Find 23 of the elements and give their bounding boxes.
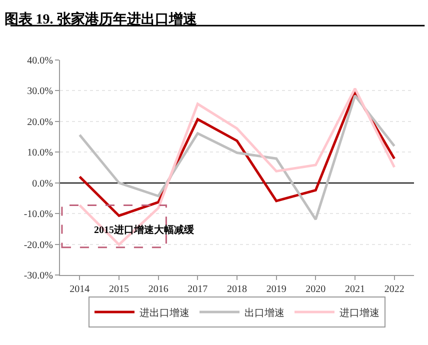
x-tick-label: 2020 xyxy=(306,284,326,295)
line-series xyxy=(78,87,396,246)
y-tick-label: 0.0% xyxy=(32,178,53,190)
y-tick-label: -10.0% xyxy=(24,209,53,220)
x-tick-label: 2014 xyxy=(70,284,90,295)
x-tick-label: 2017 xyxy=(188,284,208,295)
y-tick-label: 20.0% xyxy=(27,116,53,128)
chart-title: 图表 19. 张家港历年进出口增速 xyxy=(4,10,198,28)
x-tick-label: 2019 xyxy=(266,284,286,295)
x-tick-label: 2018 xyxy=(227,284,247,295)
x-tick-label: 2016 xyxy=(148,284,168,295)
legend-label: 出口增速 xyxy=(244,306,284,319)
y-tick-label: 30.0% xyxy=(27,86,53,98)
y-tick-label: 10.0% xyxy=(27,148,53,159)
x-tick-label: 2021 xyxy=(345,284,365,295)
annotation: 2015进口增速大幅减缓 xyxy=(94,224,195,236)
legend-label: 进出口增速 xyxy=(140,306,190,319)
legend-label: 进口增速 xyxy=(340,306,380,319)
y-tick-label: -20.0% xyxy=(24,240,53,251)
y-tick-label: 40.0% xyxy=(27,56,53,66)
x-tick-label: 2015 xyxy=(109,284,129,295)
y-tick-label: -30.0% xyxy=(24,270,53,282)
x-tick-label: 2022 xyxy=(384,284,404,295)
